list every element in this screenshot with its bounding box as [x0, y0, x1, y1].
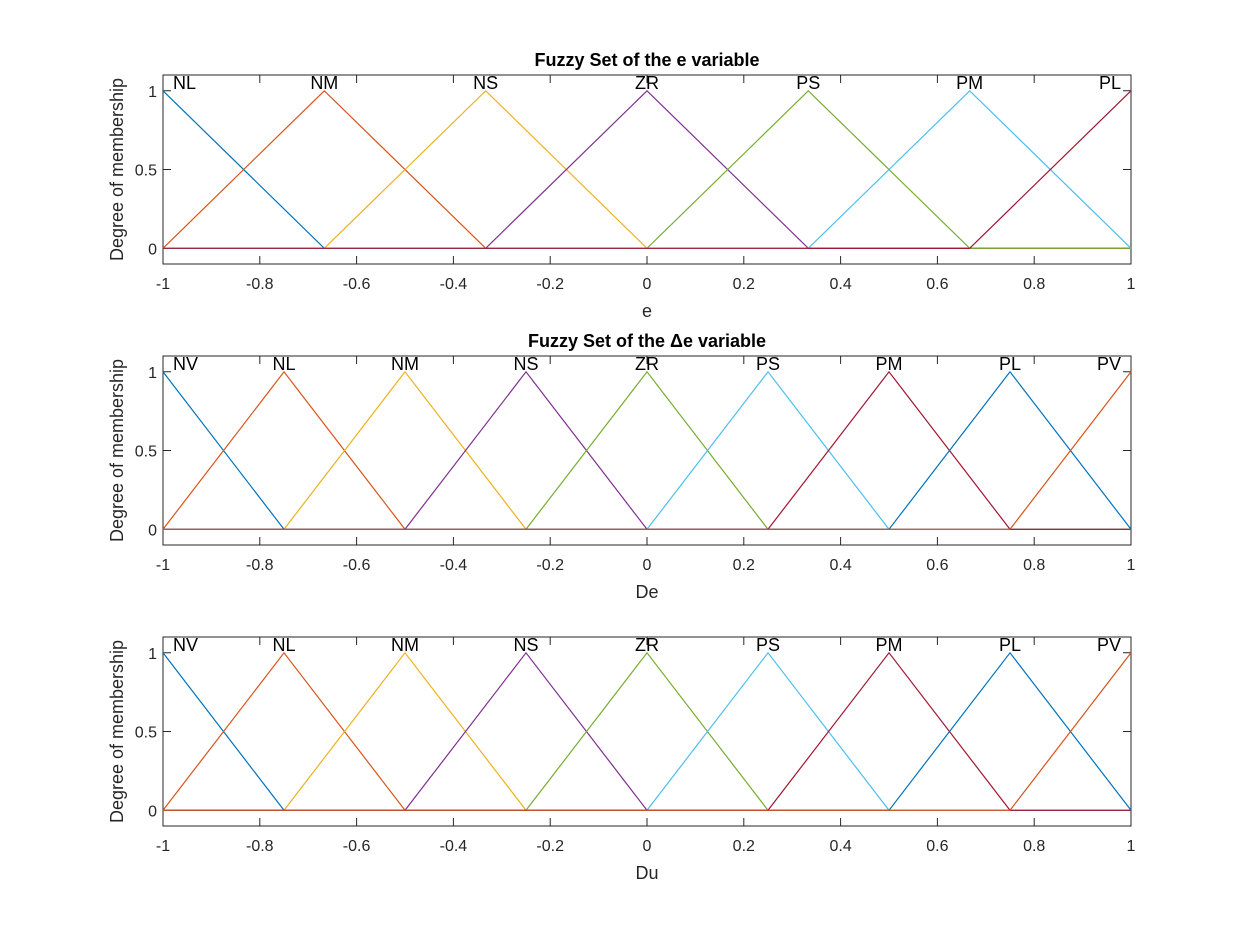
x-tick-label: -0.2 — [536, 276, 564, 293]
y-axis-label: Degree of membership — [107, 640, 127, 823]
x-tick-label: 0.2 — [733, 838, 755, 855]
y-tick-label: 0.5 — [135, 163, 157, 180]
x-axis-label: e — [642, 301, 652, 321]
x-tick-label: -0.2 — [536, 838, 564, 855]
set-label-nm: NM — [391, 354, 419, 374]
x-tick-label: 0.8 — [1023, 557, 1045, 574]
y-axis-label: Degree of membership — [107, 359, 127, 542]
set-label-zr: ZR — [635, 73, 659, 93]
chart-title: Fuzzy Set of the e variable — [534, 50, 759, 70]
set-label-pm: PM — [956, 73, 983, 93]
x-tick-label: -0.4 — [440, 276, 468, 293]
x-tick-label: 0.8 — [1023, 838, 1045, 855]
set-label-nv: NV — [173, 635, 198, 655]
y-tick-label: 0.5 — [135, 725, 157, 742]
set-label-nm: NM — [391, 635, 419, 655]
series-line-pv — [163, 652, 1132, 811]
set-label-zr: ZR — [635, 635, 659, 655]
set-label-nl: NL — [272, 635, 295, 655]
x-tick-label: 0.2 — [733, 557, 755, 574]
axes-box — [162, 355, 1132, 546]
x-tick-label: -0.6 — [343, 838, 371, 855]
x-tick-label: 0.6 — [926, 276, 948, 293]
chart-panel-1: -1 -0.8 -0.6 -0.4 -0.2 0 0.2 0.4 0.6 0.8 1 0 0.5 1 NL N… — [107, 50, 1136, 321]
chart-panel-3: -1 -0.8 -0.6 -0.4 -0.2 0 0.2 0.4 0.6 0.8 1 0 0.5 1 NV N… — [107, 635, 1136, 883]
y-tick-label: 1 — [148, 365, 157, 382]
set-label-nm: NM — [310, 73, 338, 93]
set-label-pl: PL — [999, 635, 1021, 655]
x-tick-label: -0.4 — [440, 557, 468, 574]
axes-box — [162, 74, 1132, 265]
x-tick-label: -0.8 — [246, 838, 274, 855]
y-axis-label: Degree of membership — [107, 78, 127, 261]
y-tick-label: 0 — [148, 522, 157, 539]
x-tick-label: 1 — [1127, 838, 1136, 855]
chart-panel-2: -1 -0.8 -0.6 -0.4 -0.2 0 0.2 0.4 0.6 0.8 1 0 0.5 1 NV N… — [107, 331, 1136, 602]
x-tick-label: -1 — [156, 838, 170, 855]
set-label-zr: ZR — [635, 354, 659, 374]
x-tick-label: -1 — [156, 276, 170, 293]
set-label-ps: PS — [756, 354, 780, 374]
set-label-ps: PS — [756, 635, 780, 655]
x-tick-label: 1 — [1127, 276, 1136, 293]
x-tick-label: 0.8 — [1023, 276, 1045, 293]
x-tick-label: 0.4 — [829, 557, 851, 574]
set-label-pl: PL — [999, 354, 1021, 374]
series-line-pl — [163, 90, 1132, 249]
set-label-ns: NS — [473, 73, 498, 93]
axes-box — [162, 636, 1132, 827]
y-tick-label: 1 — [148, 646, 157, 663]
x-tick-label: -0.6 — [343, 276, 371, 293]
x-tick-label: 0 — [643, 557, 652, 574]
x-tick-label: 0 — [643, 838, 652, 855]
set-label-nl: NL — [173, 73, 196, 93]
x-tick-label: -0.4 — [440, 838, 468, 855]
set-label-pm: PM — [876, 354, 903, 374]
set-label-nl: NL — [272, 354, 295, 374]
x-tick-label: -0.8 — [246, 276, 274, 293]
x-axis-label: Du — [635, 863, 658, 883]
x-tick-label: -0.6 — [343, 557, 371, 574]
x-tick-label: 1 — [1127, 557, 1136, 574]
set-label-pm: PM — [876, 635, 903, 655]
x-tick-label: -0.8 — [246, 557, 274, 574]
x-tick-label: 0.6 — [926, 838, 948, 855]
x-tick-label: 0.4 — [829, 838, 851, 855]
set-label-ps: PS — [796, 73, 820, 93]
x-tick-label: 0.6 — [926, 557, 948, 574]
x-tick-label: -1 — [156, 557, 170, 574]
set-label-pv: PV — [1097, 354, 1121, 374]
x-tick-label: 0.2 — [733, 276, 755, 293]
x-axis-label: De — [635, 582, 658, 602]
x-tick-label: 0.4 — [829, 276, 851, 293]
set-label-ns: NS — [513, 354, 538, 374]
series-line-pv — [163, 371, 1132, 530]
x-tick-label: 0 — [643, 276, 652, 293]
y-tick-label: 0.5 — [135, 444, 157, 461]
x-tick-label: -0.2 — [536, 557, 564, 574]
y-tick-label: 0 — [148, 803, 157, 820]
set-label-pv: PV — [1097, 635, 1121, 655]
y-tick-label: 0 — [148, 241, 157, 258]
set-label-nv: NV — [173, 354, 198, 374]
set-label-pl: PL — [1099, 73, 1121, 93]
y-tick-label: 1 — [148, 84, 157, 101]
chart-title: Fuzzy Set of the Δe variable — [528, 331, 766, 351]
set-label-ns: NS — [513, 635, 538, 655]
